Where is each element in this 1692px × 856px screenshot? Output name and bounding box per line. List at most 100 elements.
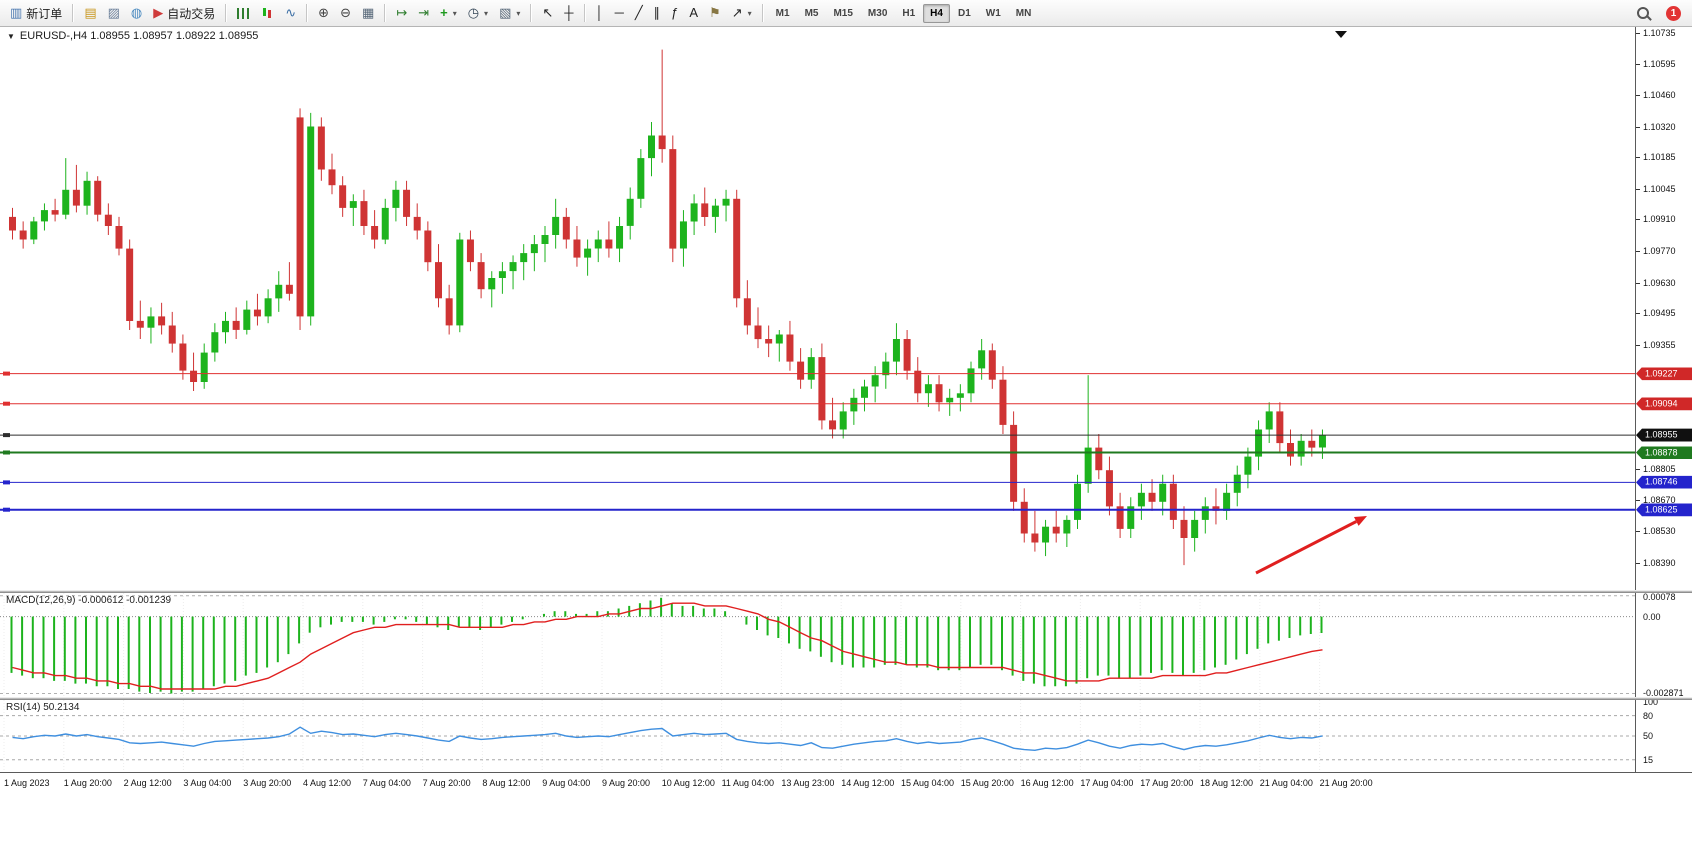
fibonacci-button[interactable]: ƒ — [666, 3, 683, 23]
tile-windows-button[interactable]: ▦ — [357, 3, 379, 23]
label-icon: ⚑ — [709, 5, 721, 20]
timeframe-button-w1[interactable]: W1 — [985, 7, 1001, 19]
trendline-icon: ╱ — [634, 5, 643, 20]
rsi-chart[interactable] — [0, 700, 1635, 772]
timeframe-button-m1[interactable]: M1 — [775, 7, 790, 19]
time-axis[interactable]: 1 Aug 2023 1 Aug 20:00 2 Aug 12:00 3 Aug 04… — [0, 772, 1692, 795]
cursor-button[interactable]: ↖ — [537, 3, 558, 23]
label-button[interactable]: ⚑ — [704, 3, 726, 23]
macd-axis-label: -0.002871 — [1643, 688, 1684, 698]
time-label: 18 Aug 12:00 — [1200, 778, 1254, 788]
templates-button[interactable]: ▧ ▾ — [494, 3, 525, 23]
text-button[interactable]: A — [684, 3, 703, 23]
bar-chart-button[interactable] — [232, 5, 255, 22]
candle — [520, 244, 528, 281]
candle — [1031, 510, 1039, 552]
macd-panel[interactable]: MACD(12,26,9) -0.000612 -0.001239 — [0, 593, 1635, 697]
candle — [786, 320, 794, 371]
candle — [807, 348, 815, 389]
rsi-panel[interactable]: RSI(14) 50.2134 — [0, 700, 1635, 772]
search-icon[interactable] — [1637, 7, 1649, 19]
scroll-to-end-button[interactable]: ↦ — [391, 3, 412, 23]
shapes-button[interactable]: ↗ ▾ — [727, 3, 757, 23]
timeframe-button-m15[interactable]: M15 — [833, 7, 853, 19]
macd-signal-line — [12, 602, 1323, 690]
zoom-out-button[interactable]: ⊖ — [335, 3, 356, 23]
candlestick-chart-button[interactable] — [256, 4, 279, 22]
new-chart-button[interactable]: ▤ — [79, 3, 101, 23]
timeframe-button-m5[interactable]: M5 — [804, 7, 819, 19]
channel-button[interactable]: ∥ — [649, 3, 666, 23]
price-axis-tick — [1636, 188, 1640, 190]
candle — [1318, 429, 1326, 459]
price-tag: 1.09227 — [1636, 367, 1692, 381]
candle — [754, 307, 762, 349]
rsi-axis-label: 80 — [1643, 710, 1654, 721]
candle — [999, 366, 1007, 434]
panel-separator[interactable] — [0, 590, 1692, 593]
candle — [861, 379, 868, 412]
panel-separator[interactable] — [0, 697, 1692, 700]
time-label: 9 Aug 04:00 — [542, 778, 591, 788]
line-chart-button[interactable]: ∿ — [280, 3, 301, 23]
candle — [616, 216, 624, 263]
candle — [850, 388, 858, 425]
candle — [637, 149, 645, 208]
price-chart-panel[interactable] — [0, 27, 1635, 590]
crosshair-button[interactable]: ┼ — [559, 3, 578, 23]
chart-shift-button[interactable]: ⇥ — [413, 3, 434, 23]
new-order-button[interactable]: ▥ 新订单 — [5, 2, 67, 25]
price-axis[interactable]: 1.10735 1.10595 1.10460 1.10320 1.10185 1.100… — [1635, 27, 1692, 772]
shapes-icon: ↗ — [731, 5, 743, 20]
vertical-line-button[interactable]: │ — [591, 3, 609, 23]
candle — [83, 171, 91, 215]
price-axis-tick — [1636, 469, 1640, 470]
periods-button[interactable]: ◷ ▾ — [463, 3, 493, 23]
price-axis-label: 1.09495 — [1643, 308, 1676, 318]
toolbar: ▥ 新订单 ▤ ▨ ◍ ▶ 自动交易 ∿ ⊕ ⊖ ▦ ↦ ⇥ + ▾ ◷ ▾ ▧ ▾ ↖ ┼ │ ─ ╱ ∥ ƒ A ⚑ ↗ ▾ M1 M5 M… — [0, 0, 1692, 27]
horizontal-line-icon: ─ — [614, 5, 624, 20]
macd-chart[interactable] — [0, 593, 1635, 697]
templates-icon: ▧ — [499, 5, 512, 20]
candle — [158, 302, 166, 335]
price-axis-tick — [1636, 219, 1640, 221]
scroll-end-marker-icon[interactable] — [1335, 31, 1347, 38]
candle — [19, 221, 27, 249]
candlestick-chart[interactable] — [0, 27, 1635, 590]
zoom-in-button[interactable]: ⊕ — [313, 3, 334, 23]
auto-trading-icon: ▶ — [153, 5, 164, 20]
candle — [1212, 488, 1220, 525]
candle — [988, 343, 996, 389]
candle — [328, 153, 336, 195]
trend-arrow-annotation[interactable] — [1255, 516, 1367, 575]
price-axis-tick — [1636, 64, 1640, 66]
price-axis-tick — [1636, 562, 1640, 564]
timeframe-button-h1[interactable]: H1 — [902, 7, 916, 19]
candle — [445, 284, 453, 335]
candle — [871, 366, 879, 403]
horizontal-line-button[interactable]: ─ — [610, 3, 629, 23]
indicators-button[interactable]: + ▾ — [435, 3, 462, 23]
timeframe-button-m30[interactable]: M30 — [867, 7, 888, 19]
candle — [360, 189, 368, 235]
time-label: 9 Aug 20:00 — [602, 778, 651, 788]
channel-icon: ∥ — [653, 5, 661, 20]
auto-trading-button[interactable]: ▶ 自动交易 — [148, 2, 220, 25]
refresh-button[interactable]: ◍ — [126, 3, 147, 23]
oneclick-arrow-icon[interactable]: ▼ — [7, 31, 15, 41]
timeframe-button-mn[interactable]: MN — [1015, 7, 1032, 19]
trendline-button[interactable]: ╱ — [630, 3, 648, 23]
candle — [466, 230, 474, 272]
candle — [829, 397, 837, 439]
candle — [115, 216, 123, 256]
line-left-marker — [3, 401, 10, 406]
timeframe-button-h4[interactable]: H4 — [923, 3, 950, 23]
candlestick-chart-icon — [261, 7, 274, 19]
time-label: 3 Aug 04:00 — [183, 778, 232, 788]
notification-badge[interactable]: 1 — [1666, 5, 1681, 21]
chart-shift-icon: ⇥ — [418, 5, 430, 20]
timeframe-button-d1[interactable]: D1 — [957, 7, 971, 19]
profiles-button[interactable]: ▨ — [103, 3, 125, 23]
zoom-out-icon: ⊖ — [340, 5, 351, 20]
candles — [9, 49, 1326, 566]
